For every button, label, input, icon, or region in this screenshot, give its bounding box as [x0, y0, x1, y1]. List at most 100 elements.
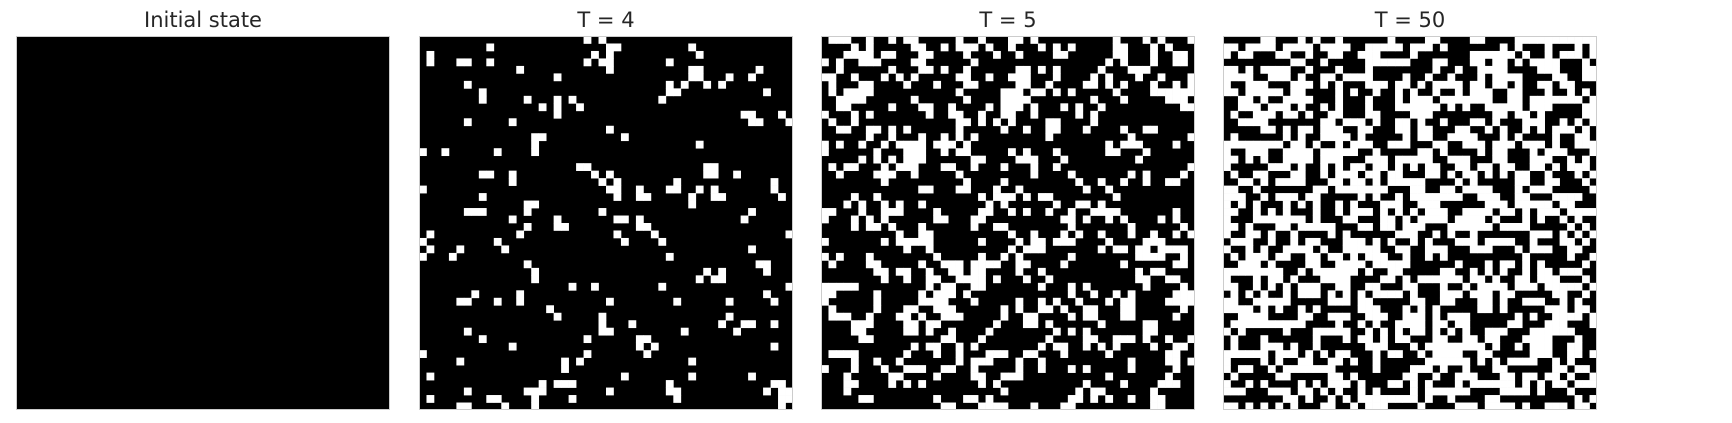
- heatmap-cell: [531, 133, 540, 142]
- heatmap-cell: [1245, 223, 1254, 231]
- heatmap-cell: [1439, 95, 1448, 104]
- heatmap-cell: [710, 193, 719, 201]
- heatmap-cell: [1477, 163, 1486, 171]
- heatmap-cell: [748, 118, 756, 127]
- heatmap-cell: [643, 335, 652, 344]
- heatmap-cell: [1372, 58, 1381, 67]
- heatmap-cell: [940, 260, 949, 269]
- heatmap-cell: [888, 208, 897, 216]
- heatmap-cell: [1439, 297, 1448, 306]
- heatmap-cell: [1529, 118, 1538, 127]
- heatmap-cell: [1252, 267, 1261, 276]
- heatmap-cell: [1082, 282, 1091, 291]
- heatmap-cell: [993, 118, 1001, 127]
- heatmap-cell: [910, 365, 919, 373]
- heatmap-cell: [1417, 185, 1426, 194]
- heatmap-cell: [1015, 95, 1024, 104]
- heatmap-cell: [1267, 215, 1276, 224]
- heatmap-cell: [1150, 342, 1158, 351]
- heatmap-cell: [925, 282, 934, 291]
- heatmap-cell: [1507, 357, 1516, 366]
- heatmap-cell: [1462, 185, 1471, 194]
- heatmap-cell: [1357, 125, 1366, 134]
- heatmap-cell: [828, 36, 837, 44]
- heatmap-cell: [1275, 402, 1284, 410]
- heatmap-cell: [955, 357, 964, 366]
- heatmap-cell: [1052, 200, 1061, 209]
- heatmap-cell: [1447, 230, 1456, 239]
- heatmap-cell: [1529, 312, 1538, 321]
- heatmap-cell: [865, 335, 874, 344]
- heatmap-cell: [1574, 50, 1583, 59]
- heatmap-cell: [1395, 380, 1403, 388]
- heatmap-cell: [1290, 43, 1299, 52]
- heatmap-cell: [1105, 297, 1114, 306]
- heatmap-cell: [1552, 380, 1560, 388]
- heatmap-cell: [910, 95, 919, 104]
- heatmap-cell: [620, 372, 629, 381]
- heatmap-cell: [1529, 58, 1538, 67]
- heatmap-cell: [1275, 178, 1284, 186]
- heatmap-cell: [1112, 148, 1121, 157]
- heatmap-cell: [1567, 200, 1575, 209]
- heatmap-cell: [1462, 387, 1471, 396]
- heatmap-cell: [1395, 208, 1403, 216]
- heatmap-cell: [1410, 297, 1418, 306]
- heatmap-cell: [1252, 320, 1261, 329]
- heatmap-cell: [1260, 36, 1269, 44]
- heatmap-cell: [1380, 335, 1388, 344]
- heatmap-cell: [1469, 208, 1478, 216]
- heatmap-cell: [873, 193, 882, 201]
- heatmap-cell: [1365, 110, 1373, 119]
- heatmap-cell: [1544, 320, 1553, 329]
- heatmap-cell: [1372, 163, 1381, 171]
- heatmap-cell: [1402, 245, 1411, 254]
- heatmap-cell: [925, 237, 934, 246]
- heatmap-cell: [1462, 215, 1471, 224]
- heatmap-cell: [850, 88, 859, 97]
- heatmap-cell: [865, 50, 874, 59]
- heatmap-cell: [888, 223, 897, 231]
- heatmap-cell: [1090, 208, 1099, 216]
- heatmap-cell: [1424, 245, 1433, 254]
- heatmap-cell: [583, 335, 592, 344]
- heatmap-cell: [531, 387, 540, 396]
- heatmap-cell: [1439, 282, 1448, 291]
- heatmap-cell: [1297, 58, 1306, 67]
- heatmap-cell: [1350, 170, 1358, 179]
- heatmap-cell: [1387, 237, 1396, 246]
- heatmap-cell: [1365, 95, 1373, 104]
- heatmap-cell: [1075, 297, 1084, 306]
- heatmap-cell: [1252, 200, 1261, 209]
- heatmap-cell: [1282, 65, 1291, 74]
- heatmap-cell: [1350, 402, 1358, 410]
- heatmap-cell: [1172, 58, 1181, 67]
- heatmap-cell: [1260, 170, 1269, 179]
- heatmap-cell: [1142, 320, 1151, 329]
- heatmap-cell: [888, 133, 897, 142]
- heatmap-cell: [835, 140, 844, 149]
- heatmap-cell: [1499, 327, 1508, 336]
- heatmap-cell: [1357, 208, 1366, 216]
- heatmap-cell: [1357, 290, 1366, 299]
- heatmap-cell: [1499, 380, 1508, 388]
- heatmap-cell: [1439, 335, 1448, 344]
- heatmap-cell: [740, 215, 749, 224]
- heatmap-cell: [1320, 155, 1329, 164]
- heatmap-cell: [1492, 140, 1501, 149]
- heatmap-cell: [1045, 335, 1054, 344]
- heatmap-cell: [1380, 260, 1388, 269]
- heatmap-cell: [1172, 88, 1181, 97]
- heatmap-cell: [963, 50, 971, 59]
- heatmap-cell: [888, 155, 897, 164]
- heatmap-cell: [1335, 252, 1344, 261]
- heatmap-cell: [1417, 305, 1426, 314]
- heatmap-cell: [940, 335, 949, 344]
- heatmap-cell: [635, 215, 644, 224]
- heatmap-cell: [850, 163, 859, 171]
- heatmap-cell: [1432, 342, 1441, 351]
- heatmap-cell: [1230, 320, 1239, 329]
- heatmap-cell: [553, 223, 562, 231]
- heatmap-cell: [763, 260, 771, 269]
- heatmap-cell: [1589, 65, 1597, 74]
